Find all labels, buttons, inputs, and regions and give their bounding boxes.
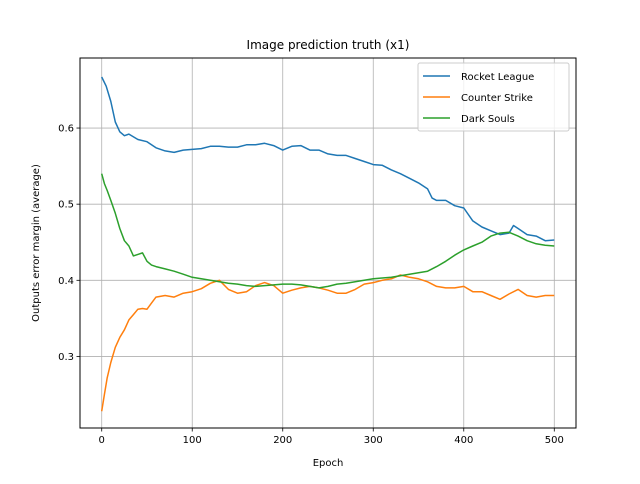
x-tick-label: 0	[99, 435, 105, 446]
plot-area-frame	[79, 57, 577, 429]
y-tick-label: 0.4	[58, 276, 74, 287]
axis-ticks: 0 100 200 300 400 500 0.3 0.4 0.5 0.6	[58, 124, 564, 446]
legend-label-dark-souls: Dark Souls	[461, 114, 515, 125]
series-line-counter-strike	[100, 274, 555, 412]
x-tick-label: 100	[183, 435, 202, 446]
legend-label-rocket-league: Rocket League	[461, 72, 534, 83]
series-line-rocket-league	[101, 76, 555, 242]
x-tick-label: 400	[454, 435, 473, 446]
x-tick-label: 200	[273, 435, 292, 446]
legend: Rocket League Counter Strike Dark Souls	[417, 62, 570, 132]
chart-title: Image prediction truth (x1)	[247, 38, 410, 52]
series-lines	[100, 76, 555, 412]
y-tick-label: 0.3	[58, 352, 74, 363]
series-line-dark-souls	[100, 173, 555, 289]
legend-label-counter-strike: Counter Strike	[461, 93, 533, 104]
x-tick-label: 500	[545, 435, 564, 446]
y-tick-label: 0.5	[58, 200, 74, 211]
legend-frame	[417, 62, 570, 132]
x-tick-label: 300	[364, 435, 383, 446]
y-tick-label: 0.6	[58, 124, 74, 135]
y-axis-label: Outputs error margin (average)	[31, 164, 42, 322]
x-axis-label: Epoch	[313, 458, 344, 469]
